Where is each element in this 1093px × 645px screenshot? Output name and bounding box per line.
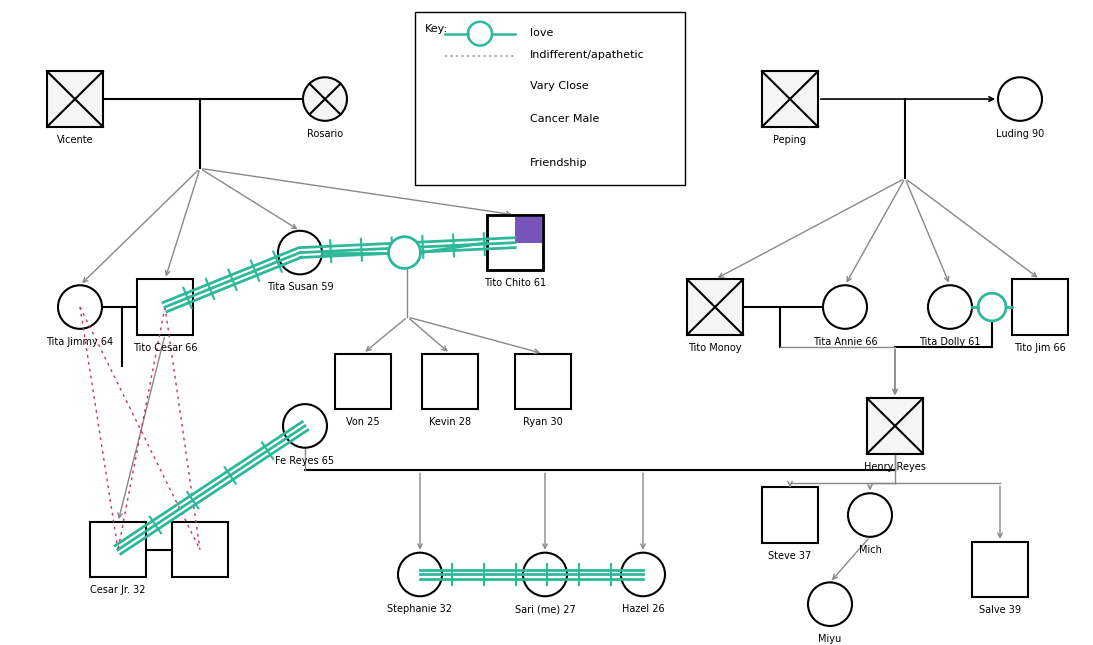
Bar <box>172 522 228 577</box>
Circle shape <box>621 553 665 596</box>
Text: Sari (me) 27: Sari (me) 27 <box>515 604 575 614</box>
Bar <box>422 353 478 409</box>
Text: Mich: Mich <box>859 545 881 555</box>
Circle shape <box>398 553 442 596</box>
Text: love: love <box>530 28 553 38</box>
Text: Tito Cesar 66: Tito Cesar 66 <box>132 342 197 353</box>
Bar <box>515 353 571 409</box>
Circle shape <box>808 582 853 626</box>
Text: Ryan 30: Ryan 30 <box>524 417 563 427</box>
Text: Cesar Jr. 32: Cesar Jr. 32 <box>91 586 145 595</box>
Circle shape <box>522 553 567 596</box>
Bar <box>415 12 685 185</box>
Bar <box>762 72 818 127</box>
Text: Kevin 28: Kevin 28 <box>428 417 471 427</box>
Text: Tita Susan 59: Tita Susan 59 <box>267 283 333 292</box>
Text: Salve 39: Salve 39 <box>979 605 1021 615</box>
Text: Vicente: Vicente <box>57 135 93 144</box>
Bar <box>334 353 391 409</box>
Text: Stephanie 32: Stephanie 32 <box>388 604 453 614</box>
Text: Von 25: Von 25 <box>346 417 379 427</box>
Text: Tita Annie 66: Tita Annie 66 <box>813 337 878 347</box>
Circle shape <box>58 285 102 329</box>
Circle shape <box>978 293 1006 321</box>
Text: Peping: Peping <box>774 135 807 144</box>
Text: Rosario: Rosario <box>307 129 343 139</box>
Bar <box>90 522 146 577</box>
Circle shape <box>823 285 867 329</box>
Bar <box>762 488 818 543</box>
Text: Hazel 26: Hazel 26 <box>622 604 665 614</box>
Circle shape <box>468 22 492 46</box>
Bar <box>867 398 922 453</box>
Bar <box>487 215 543 270</box>
Bar <box>47 72 103 127</box>
Text: Fe Reyes 65: Fe Reyes 65 <box>275 455 334 466</box>
Text: Steve 37: Steve 37 <box>768 551 812 561</box>
Text: Tito Jim 66: Tito Jim 66 <box>1014 342 1066 353</box>
Circle shape <box>303 77 346 121</box>
Text: Tito Monoy: Tito Monoy <box>689 342 742 353</box>
Bar <box>445 110 489 154</box>
Text: Henry Reyes: Henry Reyes <box>865 462 926 471</box>
Bar <box>1012 279 1068 335</box>
Text: Tita Dolly 61: Tita Dolly 61 <box>919 337 980 347</box>
Circle shape <box>928 285 972 329</box>
Bar <box>487 215 543 270</box>
Text: Vary Close: Vary Close <box>530 81 589 91</box>
Bar <box>687 279 743 335</box>
Text: Luding 90: Luding 90 <box>996 129 1044 139</box>
Bar <box>972 542 1029 597</box>
Circle shape <box>388 237 421 268</box>
Text: Indifferent/apathetic: Indifferent/apathetic <box>530 50 645 59</box>
Circle shape <box>278 231 322 274</box>
Bar <box>137 279 193 335</box>
Circle shape <box>998 77 1042 121</box>
Bar <box>445 110 489 154</box>
Text: Cancer Male: Cancer Male <box>530 114 599 124</box>
Text: Key:: Key: <box>425 24 448 34</box>
Circle shape <box>848 493 892 537</box>
Text: Tita Jimmy 64: Tita Jimmy 64 <box>46 337 114 347</box>
Text: Tito Chito 61: Tito Chito 61 <box>484 279 546 288</box>
Text: Miyu: Miyu <box>819 634 842 644</box>
Circle shape <box>283 404 327 448</box>
Text: Friendship: Friendship <box>530 159 588 168</box>
Bar <box>467 110 489 132</box>
Bar <box>515 215 543 243</box>
